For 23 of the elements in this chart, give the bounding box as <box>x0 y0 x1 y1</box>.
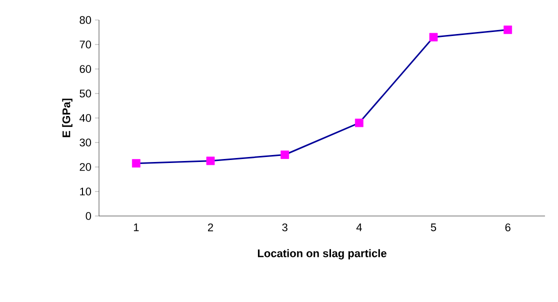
x-axis-title: Location on slag particle <box>258 249 386 260</box>
y-tick-label: 30 <box>80 138 92 146</box>
y-tick-label: 0 <box>86 212 92 220</box>
y-tick-label: 70 <box>80 40 92 48</box>
y-tick-label: 60 <box>80 65 92 73</box>
y-axis-title: E [GPa] <box>62 98 72 138</box>
point <box>504 26 512 34</box>
x-tick-label: 1 <box>134 224 139 232</box>
y-tick-label: 80 <box>80 16 92 24</box>
point <box>429 32 438 42</box>
x-tick-label: 3 <box>282 224 288 232</box>
point <box>354 118 364 128</box>
y-tick-label: 20 <box>80 163 92 171</box>
x-tick-label: 6 <box>505 224 510 232</box>
point <box>132 159 140 168</box>
y-tick-label: 40 <box>80 114 92 122</box>
point <box>206 156 215 166</box>
point <box>280 150 290 159</box>
y-tick-label: 50 <box>80 90 92 98</box>
x-tick-label: 4 <box>356 224 362 232</box>
y-tick-label: 10 <box>80 188 92 196</box>
x-tick-label: 2 <box>208 224 214 232</box>
x-tick-label: 5 <box>430 224 436 232</box>
